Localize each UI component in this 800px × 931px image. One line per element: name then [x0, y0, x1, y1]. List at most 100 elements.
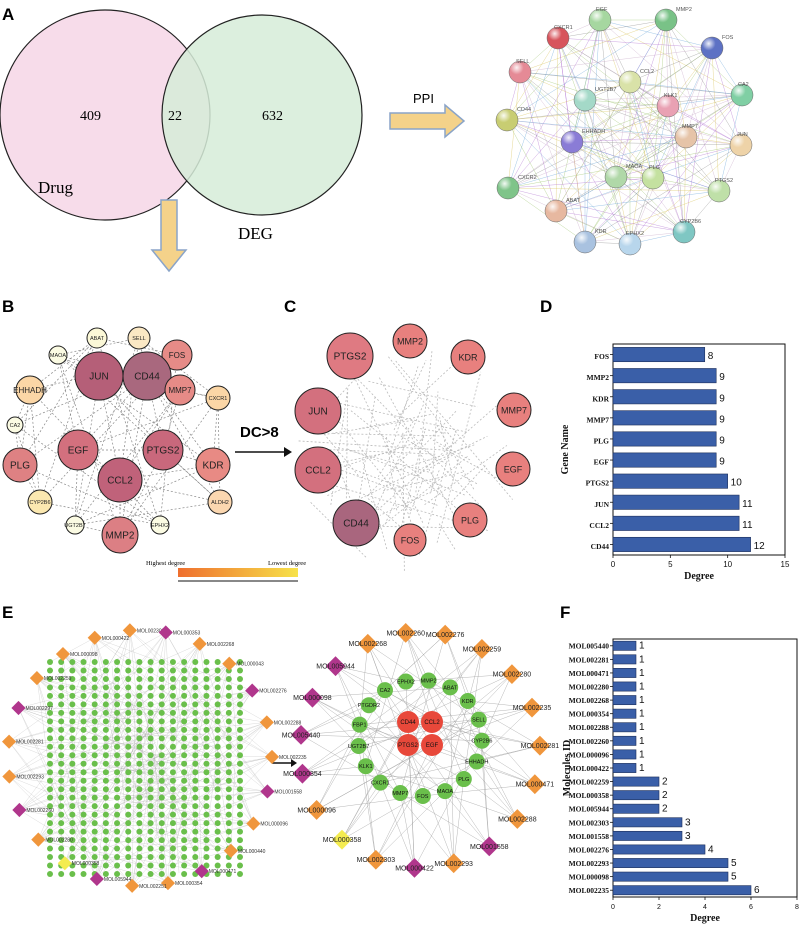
venn-deg-count: 632 [262, 109, 283, 124]
network-e-edge [213, 725, 273, 758]
ppi-node-shine [561, 131, 583, 153]
network-e-edge [73, 630, 131, 797]
ppi-node-shine [730, 134, 752, 156]
network-e-gene-node [214, 820, 221, 827]
network-e-right-edge [341, 782, 381, 840]
network-e-gene-node [58, 837, 65, 844]
network-e-compound-node [2, 769, 17, 784]
network-e-gene-node [102, 718, 109, 725]
network-e-gene-node [225, 820, 232, 827]
network-e-edge [19, 707, 193, 811]
bar-value-label: 6 [754, 885, 760, 896]
network-e-right-edge [407, 744, 454, 864]
network-e-right-edge [312, 697, 464, 780]
ppi-edge [629, 177, 654, 245]
network-c-edge [298, 440, 451, 451]
network-e-gene-node [80, 786, 87, 793]
network-e-gene-node [69, 769, 76, 776]
network-e-compound-node [87, 630, 102, 645]
network-c-edge [330, 389, 349, 505]
network-e-gene-node [214, 811, 221, 818]
network-e-right-compound-node [443, 853, 464, 874]
ppi-edge [506, 119, 557, 212]
network-e-right-edge [359, 724, 535, 785]
network-e-right-compound-node [472, 639, 492, 659]
network-e-gene-node [80, 862, 87, 869]
network-e-compound-label: MOL002293 [16, 775, 44, 781]
network-e-right-edge [478, 719, 536, 785]
network-c-node [392, 323, 428, 359]
network-e-gene-node [169, 684, 176, 691]
network-e-edge [56, 792, 65, 864]
network-e-edge [9, 776, 56, 796]
network-e-gene-node [158, 845, 165, 852]
network-e-edge [137, 722, 267, 815]
network-c-edge [424, 409, 458, 446]
network-e-right-gene-node [455, 771, 472, 788]
category-tick-label: MMP2 [587, 373, 610, 382]
bar-value-label: 1 [639, 736, 645, 747]
ppi-node-label: EGF [596, 7, 608, 13]
network-e-right-compound-node [524, 774, 545, 795]
network-e-gene-node [181, 871, 188, 877]
network-e-gene-node [102, 701, 109, 708]
network-e-right-edge [431, 721, 518, 820]
network-e-gene-node [69, 701, 76, 708]
network-e-gene-node [102, 675, 109, 682]
ppi-edge [599, 19, 617, 178]
network-e-gene-node [158, 743, 165, 750]
network-e-gene-node [114, 871, 121, 877]
category-tick-label: MOL000358 [569, 791, 610, 800]
network-e-gene-node [102, 786, 109, 793]
network-e-gene-node [225, 718, 232, 725]
network-e-gene-node [214, 769, 221, 776]
network-c-edge [379, 486, 443, 516]
network-e-gene-node [147, 862, 154, 869]
network-e-gene-node [114, 752, 121, 759]
network-e-gene-node [69, 854, 76, 861]
network-e-right-gene-node [360, 697, 377, 714]
network-e-gene-node [158, 701, 165, 708]
network-e-gene-node [158, 828, 165, 835]
network-e-right-edge [384, 634, 446, 691]
ppi-edge [615, 19, 667, 178]
network-e-edge [8, 741, 63, 809]
network-c-label: CCL2 [305, 466, 331, 477]
network-e-edge [165, 850, 231, 867]
bar [612, 473, 728, 489]
ppi-edge [683, 47, 713, 233]
ppi-edge [571, 141, 742, 146]
network-e-gene-node [203, 837, 210, 844]
network-e-right-compound-label: MOL002276 [426, 632, 465, 639]
network-e-right-edge [300, 704, 369, 736]
dc-arrow-label: DC>8 [240, 424, 279, 441]
network-b-edge [29, 389, 41, 503]
network-e-gene-node [102, 769, 109, 776]
network-e-gene-node [69, 752, 76, 759]
network-e-gene-node [158, 803, 165, 810]
network-e-gene-node [169, 811, 176, 818]
network-e-gene-node [169, 871, 176, 877]
network-e-right-gene-node [392, 784, 409, 801]
legend-highest: Highest degree [146, 560, 185, 567]
network-e-compound-label: MOL002281 [16, 740, 44, 746]
network-e-gene-node [69, 803, 76, 810]
network-e-compound-label: MOL002259 [44, 676, 72, 682]
network-e-gene-node [80, 675, 87, 682]
category-tick-label: MOL002303 [569, 818, 610, 827]
network-e-gene-node [136, 811, 143, 818]
network-e-gene-node [158, 794, 165, 801]
ppi-edge [711, 47, 720, 192]
network-e-gene-node [47, 811, 53, 818]
network-c-edge [367, 498, 402, 528]
network-e-gene-node [192, 675, 199, 682]
ppi-node-label: KLK1 [664, 93, 677, 99]
network-e-right-gene-node [420, 672, 437, 689]
network-e-edge [155, 632, 166, 837]
network-e-right-edge [463, 648, 483, 780]
network-b-edge [77, 397, 219, 451]
network-e-gene-node [47, 752, 53, 759]
network-e-gene-node [136, 692, 143, 699]
network-c-edge [408, 476, 425, 519]
network-e-gene-node [147, 659, 154, 665]
